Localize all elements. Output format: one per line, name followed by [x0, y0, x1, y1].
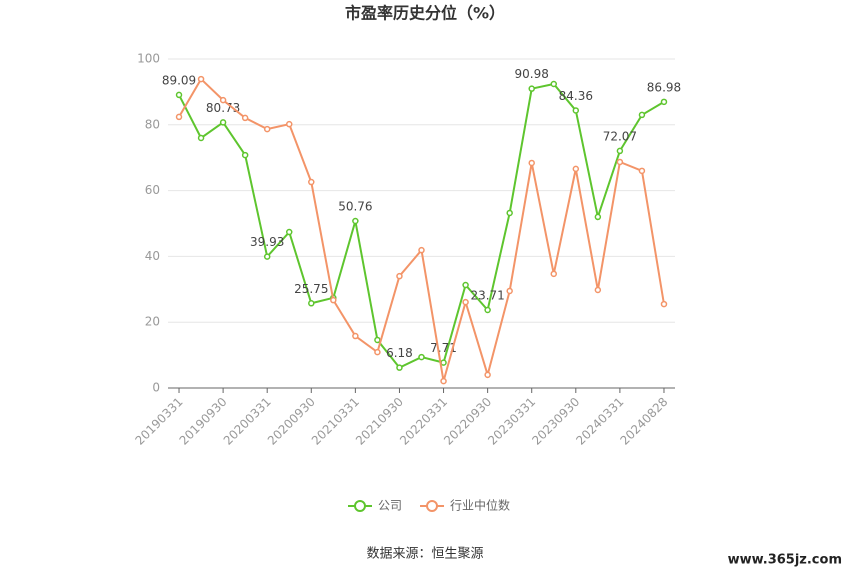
- y-tick-label: 100: [137, 52, 160, 66]
- data-point: [462, 281, 469, 289]
- data-point: [374, 348, 381, 356]
- data-point: [308, 178, 315, 186]
- source-note: 数据来源：恒生聚源: [366, 547, 483, 562]
- data-label: 39.93: [250, 235, 284, 249]
- y-tick-label: 60: [145, 183, 160, 197]
- x-tick-label: 20240828: [617, 395, 670, 448]
- data-point: [352, 217, 359, 225]
- y-tick-label: 0: [152, 381, 160, 395]
- legend-label: 公司: [378, 499, 402, 513]
- data-label: 25.75: [294, 282, 328, 296]
- data-point: [263, 125, 271, 133]
- data-point: [374, 336, 381, 344]
- data-point: [594, 213, 602, 221]
- data-point: [241, 114, 249, 122]
- data-point: [352, 332, 359, 340]
- data-label: 80.73: [206, 101, 240, 115]
- legend-marker: [426, 500, 439, 512]
- data-point: [484, 306, 491, 314]
- data-point: [638, 111, 646, 119]
- data-point: [528, 159, 535, 167]
- data-label: 89.09: [162, 73, 196, 87]
- data-point: [197, 75, 205, 83]
- data-point: [440, 377, 447, 385]
- data-point: [572, 165, 580, 173]
- data-point: [396, 272, 403, 280]
- data-point: [528, 85, 535, 92]
- data-point: [219, 119, 227, 126]
- data-label: 6.18: [386, 346, 413, 360]
- data-point: [263, 253, 271, 260]
- y-tick-label: 80: [145, 117, 160, 131]
- legend-label: 行业中位数: [450, 498, 510, 513]
- data-point: [572, 107, 580, 114]
- data-point: [219, 96, 227, 104]
- data-point: [616, 147, 624, 155]
- data-point: [550, 270, 558, 278]
- data-label: 86.98: [647, 80, 681, 94]
- chart-title: 市盈率历史分位（%）: [345, 4, 505, 23]
- data-point: [462, 298, 469, 306]
- data-point: [550, 80, 558, 88]
- data-label: 72.07: [603, 129, 637, 143]
- data-label: 50.76: [338, 199, 372, 213]
- series-line: [178, 82, 665, 369]
- data-point: [308, 300, 315, 307]
- data-point: [197, 134, 205, 142]
- data-point: [660, 98, 668, 106]
- data-label: 84.36: [559, 89, 593, 103]
- y-tick-label: 20: [145, 315, 160, 329]
- data-point: [440, 359, 447, 366]
- data-point: [506, 209, 513, 217]
- data-point: [285, 120, 293, 128]
- data-label: 90.98: [515, 67, 549, 81]
- data-point: [418, 353, 425, 361]
- data-point: [241, 151, 249, 159]
- data-point: [660, 300, 668, 308]
- data-point: [396, 364, 403, 371]
- y-tick-label: 40: [145, 249, 160, 263]
- data-point: [285, 228, 293, 236]
- data-point: [175, 91, 183, 99]
- data-point: [616, 158, 624, 166]
- watermark: www.365jz.com: [728, 553, 842, 568]
- data-point: [594, 286, 602, 294]
- data-label: 23.71: [470, 288, 504, 302]
- data-point: [330, 296, 337, 304]
- data-point: [175, 113, 183, 121]
- data-point: [418, 246, 425, 254]
- data-point: [506, 287, 513, 295]
- data-point: [638, 167, 646, 175]
- data-point: [484, 371, 491, 379]
- legend-marker: [354, 500, 366, 512]
